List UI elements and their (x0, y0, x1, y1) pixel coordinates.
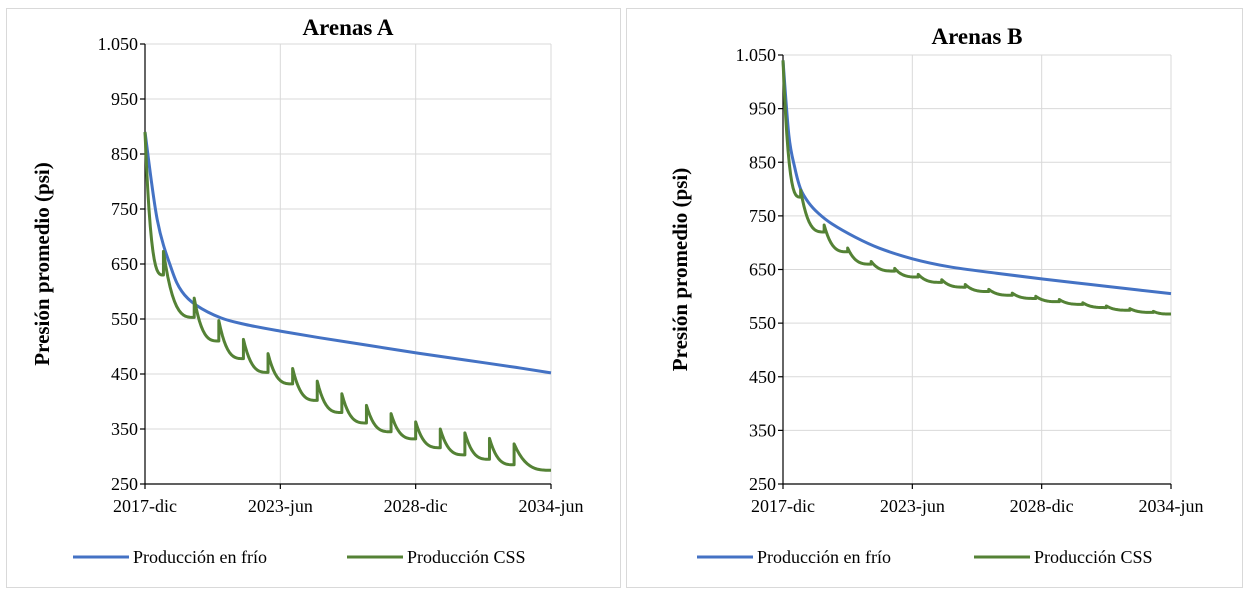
legend-label: Producción en frío (133, 547, 267, 567)
y-tick-label: 950 (111, 89, 138, 109)
series-line-produccion-css (781, 60, 1172, 316)
chart-panel-arenas-b: 250 350 450 550 650 750 850 950 1.050 2017-dic 202… (626, 8, 1243, 588)
x-tick-label: 2028-dic (384, 496, 448, 516)
y-tick-label: 650 (749, 260, 776, 280)
legend-label: Producción en frío (757, 547, 891, 567)
legend-label: Producción CSS (407, 547, 526, 567)
x-tick-label: 2034-jun (519, 496, 584, 516)
series-line-produccion-en-frio (781, 60, 1172, 296)
y-axis-label: Presión promedio (psi) (30, 162, 54, 365)
y-tick-label: 250 (111, 474, 138, 494)
y-tick-label: 1.050 (98, 34, 139, 54)
x-tick-label: 2017-dic (751, 496, 815, 516)
x-tick-label: 2034-jun (1139, 496, 1204, 516)
y-tick-label: 350 (749, 420, 776, 440)
y-tick-label: 750 (749, 206, 776, 226)
y-tick-label: 750 (111, 199, 138, 219)
chart-arenas-b: 250 350 450 550 650 750 850 950 1.050 2017-dic 202… (668, 24, 1204, 567)
y-tick-label: 1.050 (736, 45, 777, 65)
y-tick-label: 950 (749, 99, 776, 119)
y-tick-label: 650 (111, 254, 138, 274)
chart-title: Arenas A (303, 15, 394, 40)
y-tick-label: 450 (111, 364, 138, 384)
x-tick-label: 2023-jun (880, 496, 945, 516)
legend-label: Producción CSS (1034, 547, 1153, 567)
chart-panel-arenas-a: 250 350 450 550 650 750 850 950 1.050 2017-dic 202… (6, 8, 621, 588)
y-tick-label: 850 (111, 144, 138, 164)
y-tick-label: 350 (111, 419, 138, 439)
series-line-produccion-en-frio (143, 131, 552, 375)
chart-arenas-a: 250 350 450 550 650 750 850 950 1.050 2017-dic 202… (30, 15, 584, 567)
y-tick-label: 550 (749, 313, 776, 333)
y-tick-label: 550 (111, 309, 138, 329)
y-tick-label: 250 (749, 474, 776, 494)
y-tick-label: 450 (749, 367, 776, 387)
y-axis-label: Presión promedio (psi) (668, 168, 692, 371)
series-line-produccion-css (143, 131, 552, 472)
chart-title: Arenas B (932, 24, 1023, 49)
x-tick-label: 2028-dic (1010, 496, 1074, 516)
y-tick-label: 850 (749, 152, 776, 172)
x-tick-label: 2017-dic (113, 496, 177, 516)
x-tick-label: 2023-jun (248, 496, 313, 516)
